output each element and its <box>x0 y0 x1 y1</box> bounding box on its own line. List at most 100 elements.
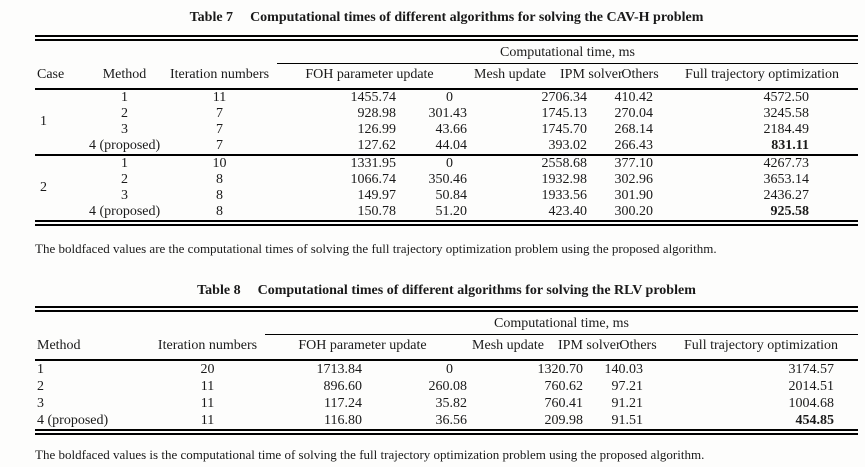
cell-others: 302.96 <box>614 172 654 187</box>
table7-header-row: Case Method Iteration numbers FOH parame… <box>35 63 859 90</box>
cell-ipm: 760.62 <box>544 379 584 394</box>
table-row: 4 (proposed) 7 127.62 44.04 393.02 266.4… <box>35 138 858 155</box>
cell-full-trajectory-bold: 454.85 <box>795 413 835 428</box>
cell-foh: 1455.74 <box>350 90 397 105</box>
cell-ipm: 1745.70 <box>541 122 588 137</box>
cell-mesh: 44.04 <box>435 138 468 153</box>
table8: Computational time, ms Method Iteration … <box>35 306 859 435</box>
cell-foh: 127.62 <box>357 138 397 153</box>
cell-iterations: 7 <box>216 106 223 121</box>
table-row: 2 8 1066.74 350.46 1932.98 302.96 3653.1… <box>35 172 858 188</box>
cell-iterations: 8 <box>216 172 223 187</box>
spanner-blank-cell <box>35 309 265 335</box>
cell-mesh: 0 <box>446 362 453 377</box>
cell-ipm: 1320.70 <box>537 362 584 377</box>
cell-mesh: 260.08 <box>428 379 468 394</box>
cell-foh: 150.78 <box>357 204 397 219</box>
table-row: 1 20 1713.84 0 1320.70 140.03 3174.57 <box>35 360 858 378</box>
cell-ipm: 209.98 <box>544 413 584 428</box>
cell-full-trajectory-bold: 925.58 <box>770 204 810 219</box>
cell-full-trajectory: 4572.50 <box>763 90 810 105</box>
table8-header-row: Method Iteration numbers FOH parameter u… <box>35 334 859 361</box>
cell-full-trajectory: 2184.49 <box>763 122 810 137</box>
cell-others: 377.10 <box>614 156 654 171</box>
table7-caption: Table 7 Computational times of different … <box>35 10 858 26</box>
cell-method: 2 <box>121 172 128 187</box>
table7-case1-group: 1 1 11 1455.74 0 2706.34 410.42 4572.50 … <box>35 89 859 155</box>
table-row: 3 7 126.99 43.66 1745.70 268.14 2184.49 <box>35 122 858 138</box>
cell-method: 1 <box>37 362 44 377</box>
cell-full-trajectory: 4267.73 <box>763 156 810 171</box>
column-header-ipm: IPM solver <box>556 334 621 361</box>
case-label: 1 <box>40 114 47 129</box>
cell-mesh: 50.84 <box>435 188 468 203</box>
table7-case2-group: 2 1 10 1331.95 0 2558.68 377.10 4267.73 … <box>35 155 858 223</box>
cell-others: 301.90 <box>614 188 654 203</box>
cell-others: 270.04 <box>614 106 654 121</box>
cell-iterations: 11 <box>200 396 215 411</box>
cell-mesh: 0 <box>446 156 454 171</box>
table-row: 3 8 149.97 50.84 1933.56 301.90 2436.27 <box>35 188 858 204</box>
cell-full-trajectory: 1004.68 <box>788 396 835 411</box>
cell-method: 2 <box>121 106 128 121</box>
cell-mesh: 350.46 <box>428 172 468 187</box>
column-header-case: Case <box>35 63 87 90</box>
column-header-foh: FOH parameter update <box>265 334 460 361</box>
case-label: 2 <box>40 180 47 195</box>
cell-foh: 928.98 <box>357 106 397 121</box>
cell-ipm: 760.41 <box>544 396 584 411</box>
cell-iterations: 10 <box>212 156 227 171</box>
table7-caption-label: Table 7 <box>189 10 234 25</box>
cell-method: 1 <box>121 156 128 171</box>
cell-ipm: 1932.98 <box>541 172 588 187</box>
column-header-method: Method <box>35 334 150 361</box>
cell-iterations: 11 <box>200 379 215 394</box>
table8-caption: Table 8 Computational times of different … <box>35 283 858 299</box>
cell-others: 91.21 <box>611 396 644 411</box>
table7-footnote: The boldfaced values are the computation… <box>35 241 717 256</box>
cell-mesh: 0 <box>446 90 454 105</box>
cell-mesh: 51.20 <box>435 204 468 219</box>
table8-spanner-header: Computational time, ms <box>265 309 859 335</box>
cell-foh: 116.80 <box>324 413 362 428</box>
cell-full-trajectory: 3653.14 <box>763 172 810 187</box>
cell-method: 1 <box>121 90 128 105</box>
cell-ipm: 2706.34 <box>541 90 588 105</box>
cell-iterations: 7 <box>216 138 223 153</box>
cell-foh: 1066.74 <box>350 172 397 187</box>
cell-mesh: 36.56 <box>435 413 468 428</box>
cell-foh: 1331.95 <box>350 156 397 171</box>
table8-spanner-row: Computational time, ms <box>35 309 859 335</box>
cell-others: 300.20 <box>614 204 654 219</box>
column-header-mesh: Mesh update <box>460 334 556 361</box>
column-header-others: Others <box>612 334 664 361</box>
cell-method: 3 <box>121 122 128 137</box>
cell-others: 91.51 <box>611 413 644 428</box>
column-header-foh: FOH parameter update <box>277 63 463 90</box>
cell-foh: 149.97 <box>357 188 397 203</box>
cell-mesh: 301.43 <box>428 106 468 121</box>
cell-mesh: 43.66 <box>435 122 468 137</box>
column-header-full-trajectory: Full trajectory optimization <box>664 334 859 361</box>
cell-iterations: 11 <box>200 413 215 428</box>
table-row: 3 11 117.24 35.82 760.41 91.21 1004.68 <box>35 395 858 412</box>
table8-caption-label: Table 8 <box>197 283 241 298</box>
table7-spanner-header: Computational time, ms <box>277 38 859 64</box>
cell-method: 2 <box>37 379 44 394</box>
cell-method: 3 <box>37 396 44 411</box>
cell-ipm: 1933.56 <box>541 188 588 203</box>
column-header-others: Others <box>614 63 667 90</box>
cell-iterations: 8 <box>216 188 223 203</box>
paper-page: Table 7 Computational times of different … <box>35 10 859 463</box>
cell-iterations: 20 <box>200 362 215 377</box>
cell-others: 266.43 <box>614 138 654 153</box>
cell-ipm: 423.40 <box>548 204 588 219</box>
column-header-iterations: Iteration numbers <box>150 334 265 361</box>
table8-footnote: The boldfaced values is the computationa… <box>35 447 705 462</box>
cell-iterations: 7 <box>216 122 223 137</box>
table7: Computational time, ms Case Method Itera… <box>35 35 859 226</box>
column-header-mesh: Mesh update <box>462 63 559 90</box>
table-row: 4 (proposed) 8 150.78 51.20 423.40 300.2… <box>35 204 858 223</box>
cell-full-trajectory-bold: 831.11 <box>771 138 810 153</box>
column-header-method: Method <box>87 63 162 90</box>
